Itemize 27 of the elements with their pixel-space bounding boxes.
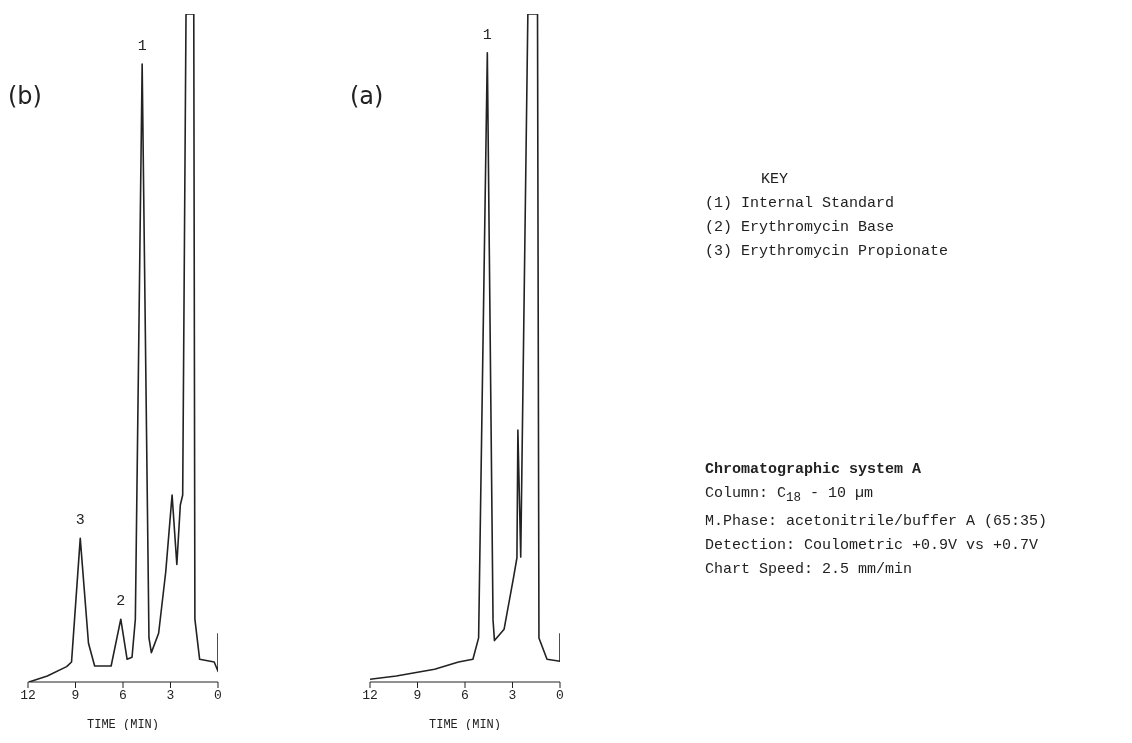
x-tick-label: 0 xyxy=(556,688,564,704)
text: (2) Erythromycin Base xyxy=(705,218,896,238)
x-tick-label: 12 xyxy=(362,688,378,704)
text: Chromatographic system A xyxy=(705,460,923,480)
x-tick-label: 0 xyxy=(214,688,222,704)
x-tick-label: 12 xyxy=(20,688,36,704)
annotation: 2 xyxy=(116,593,126,611)
text: Detection: Coulometric +0.9V vs +0.7V xyxy=(705,536,1040,556)
text: (3) Erythromycin Propionate xyxy=(705,242,949,262)
x-axis-title: TIME (MIN) xyxy=(86,718,160,732)
x-tick-label: 9 xyxy=(413,688,422,704)
text: Chart Speed: 2.5 mm/min xyxy=(705,560,914,580)
x-tick-label: 6 xyxy=(461,688,469,704)
x-tick-label: 3 xyxy=(508,688,517,704)
text: M.Phase: acetonitrile/buffer A (65:35) xyxy=(705,512,1048,532)
text: (b) xyxy=(8,82,42,110)
text: KEY xyxy=(760,170,789,190)
x-axis-title: TIME (MIN) xyxy=(428,718,502,732)
x-tick-label: 9 xyxy=(71,688,80,704)
annotation: 3 xyxy=(75,512,85,530)
annotation: 1 xyxy=(482,26,492,44)
text: (1) Internal Standard xyxy=(705,194,896,214)
x-tick-label: 3 xyxy=(166,688,175,704)
text: Column: C$_{18}$ - 10 µm xyxy=(705,484,875,507)
annotation: 1 xyxy=(137,38,147,56)
x-tick-label: 6 xyxy=(119,688,127,704)
text: (a) xyxy=(350,82,384,110)
